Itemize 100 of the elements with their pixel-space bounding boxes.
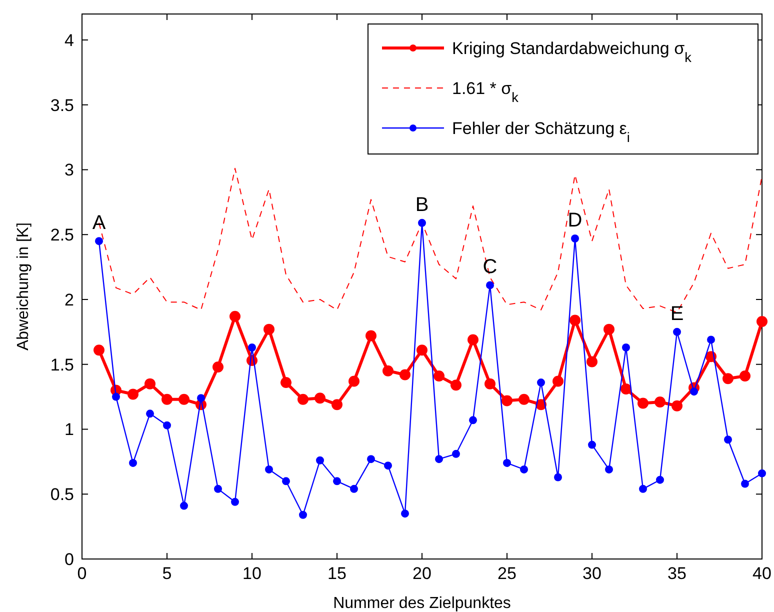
x-tick-label: 0 — [77, 564, 87, 583]
point — [265, 465, 273, 474]
point — [314, 392, 326, 404]
point — [401, 510, 409, 518]
x-tick-label: 35 — [668, 564, 686, 583]
legend-label: 1.61 * σ$_{k}$ — [452, 79, 519, 104]
point — [486, 281, 494, 290]
point — [178, 394, 190, 405]
point — [316, 456, 324, 464]
annotation: C — [482, 256, 498, 278]
x-axis-title: Nummer des Zielpunktes — [333, 595, 511, 612]
point — [588, 440, 596, 449]
point — [450, 380, 462, 391]
annotation: A — [92, 212, 106, 234]
point — [740, 370, 750, 382]
y-tick-label: 0 — [64, 550, 74, 569]
point — [469, 416, 477, 424]
point — [484, 378, 496, 390]
point — [282, 477, 290, 486]
y-tick-label: 2.5 — [50, 226, 74, 245]
point — [384, 462, 392, 470]
point — [128, 388, 138, 400]
point — [622, 343, 630, 352]
point — [418, 218, 426, 227]
point — [758, 469, 766, 478]
point — [503, 458, 511, 467]
x-tick-label: 5 — [162, 564, 172, 583]
point — [435, 455, 443, 464]
point — [605, 465, 613, 474]
x-tick-label: 25 — [498, 564, 516, 583]
point — [400, 369, 410, 380]
point — [673, 328, 681, 336]
point — [502, 395, 512, 406]
point — [468, 334, 478, 346]
point — [571, 234, 579, 242]
point — [434, 370, 444, 382]
point — [756, 316, 768, 328]
point — [162, 394, 172, 405]
annotation: B — [415, 194, 429, 216]
x-tick-label: 15 — [328, 564, 346, 583]
point — [604, 324, 614, 335]
point — [724, 436, 732, 444]
point — [690, 388, 698, 396]
y-axis-title: Abweichung in [K] — [15, 222, 32, 351]
point — [144, 378, 156, 390]
point — [366, 330, 376, 342]
point — [163, 421, 171, 430]
point — [520, 465, 528, 474]
point — [95, 237, 103, 246]
point — [741, 480, 749, 488]
y-tick-label: 1 — [64, 420, 74, 440]
point — [280, 377, 292, 388]
point — [518, 394, 530, 405]
point — [672, 400, 682, 412]
legend-label: Fehler der Schätzung ε$_{i}$ — [452, 119, 630, 144]
point — [350, 484, 358, 493]
point — [656, 476, 664, 484]
point — [112, 392, 120, 401]
y-tick-label: 1.5 — [50, 355, 74, 374]
point — [639, 484, 647, 493]
y-tick-label: 3.5 — [50, 96, 74, 115]
annotation: E — [670, 302, 684, 325]
point — [452, 450, 460, 458]
point — [620, 384, 632, 395]
point — [333, 477, 341, 486]
point — [94, 344, 104, 356]
point — [180, 502, 188, 510]
annotation: D — [568, 209, 582, 232]
point — [554, 473, 562, 482]
x-tick-label: 40 — [752, 564, 772, 583]
point — [638, 398, 648, 409]
point — [416, 344, 428, 356]
point — [299, 510, 307, 519]
point — [537, 378, 545, 387]
point — [332, 399, 342, 410]
point — [212, 361, 224, 372]
point — [586, 356, 598, 368]
x-tick-label: 30 — [582, 564, 602, 583]
point — [382, 365, 394, 376]
x-tick-label: 10 — [242, 564, 262, 583]
y-tick-label: 0.5 — [50, 485, 74, 504]
point — [722, 373, 734, 384]
point — [298, 394, 308, 405]
point — [570, 314, 580, 326]
point — [248, 343, 256, 352]
y-tick-label: 2 — [64, 290, 74, 310]
x-tick-label: 20 — [412, 564, 432, 583]
point — [146, 410, 154, 418]
point — [707, 336, 715, 344]
point — [348, 376, 360, 387]
legend-label: Kriging Standardabweichung σ$_{k}$ — [452, 39, 692, 64]
point — [654, 396, 666, 408]
point — [367, 455, 375, 464]
point — [214, 484, 222, 493]
point — [264, 324, 274, 335]
point — [197, 394, 205, 402]
point — [129, 458, 137, 467]
point — [552, 376, 564, 387]
point — [231, 498, 239, 506]
point — [230, 310, 240, 322]
